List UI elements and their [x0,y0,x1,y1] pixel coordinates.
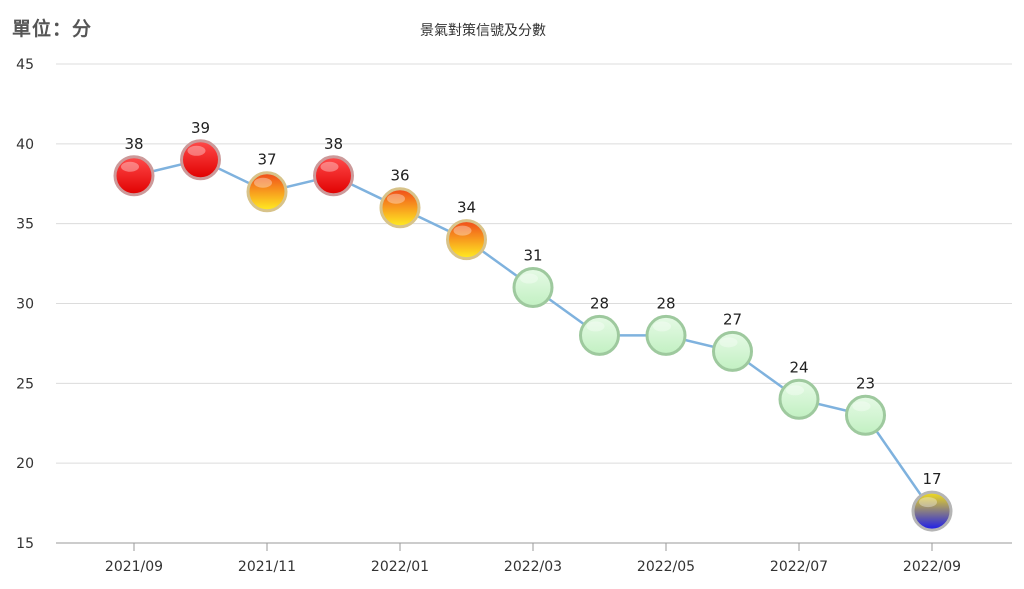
signal-point-2021-10[interactable] [180,139,221,181]
signal-point-2022-08[interactable] [845,394,886,436]
series-line [133,158,934,512]
point-highlight [520,273,538,284]
signal-points [113,139,953,532]
data-label: 37 [257,151,276,169]
y-tick-label: 15 [16,536,34,552]
signal-point-2022-05[interactable] [645,314,687,356]
point-highlight [187,145,206,156]
point-highlight [653,321,671,332]
data-label: 17 [922,470,941,488]
point-highlight [387,193,405,204]
score-series [133,158,934,512]
signal-point-2022-02[interactable] [446,219,487,261]
x-tick-label: 2021/09 [105,559,163,575]
y-tick-label: 40 [16,137,34,153]
x-tick-label: 2022/05 [637,559,695,575]
point-highlight [121,161,139,172]
signal-point-2022-03[interactable] [512,267,554,309]
signal-point-2021-09[interactable] [113,155,155,197]
y-tick-label: 35 [16,217,34,233]
y-tick-label: 25 [16,376,34,392]
point-highlight [320,161,339,172]
signal-point-2022-09[interactable] [911,490,953,532]
x-tick-label: 2021/11 [238,559,296,575]
point-highlight [786,385,804,396]
y-tick-label: 30 [16,297,34,313]
signal-point-2022-07[interactable] [778,378,820,420]
data-label: 36 [390,167,409,185]
data-label: 28 [656,294,675,312]
data-label: 23 [856,374,875,392]
data-labels: 38 39 37 38 36 34 31 28 28 27 24 23 17 [124,119,941,488]
data-label: 31 [523,247,542,265]
x-tick-label: 2022/01 [371,559,429,575]
data-label: 27 [723,310,742,328]
x-axis: 2021/09 2021/11 2022/01 2022/03 2022/05 2022/… [105,543,961,575]
x-tick-label: 2022/09 [903,559,961,575]
point-highlight [254,177,272,188]
y-tick-label: 20 [16,456,34,472]
data-label: 38 [124,135,143,153]
unit-label: 單位：分 [12,18,93,40]
point-highlight [453,225,472,236]
chart-title: 景氣對策信號及分數 [420,23,546,39]
point-highlight [719,337,738,348]
signal-point-2021-11[interactable] [246,171,288,213]
signal-point-2022-06[interactable] [712,330,753,372]
signal-point-2022-01[interactable] [379,187,421,229]
signal-point-2022-04[interactable] [579,314,620,356]
point-highlight [586,321,605,332]
signal-point-2021-12[interactable] [313,155,354,197]
point-highlight [852,401,871,412]
y-axis-ticks: 15 20 25 30 35 40 45 [16,57,34,552]
x-tick-label: 2022/07 [770,559,828,575]
x-tick-label: 2022/03 [504,559,562,575]
data-label: 38 [324,135,343,153]
point-highlight [919,497,937,508]
data-label: 39 [191,119,210,137]
data-label: 34 [457,199,476,217]
data-label: 28 [590,294,609,312]
grid-lines [56,63,1012,544]
data-label: 24 [789,358,808,376]
y-tick-label: 45 [16,57,34,73]
